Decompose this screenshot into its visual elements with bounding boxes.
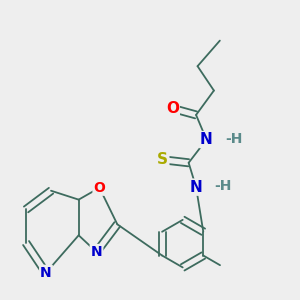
Text: N: N bbox=[200, 132, 213, 147]
Text: -H: -H bbox=[225, 132, 242, 146]
Text: -H: -H bbox=[214, 179, 232, 193]
Text: O: O bbox=[94, 181, 105, 195]
Text: N: N bbox=[40, 266, 52, 280]
Text: N: N bbox=[190, 180, 202, 195]
Text: N: N bbox=[91, 245, 102, 259]
Text: S: S bbox=[157, 152, 168, 167]
Text: O: O bbox=[166, 101, 179, 116]
